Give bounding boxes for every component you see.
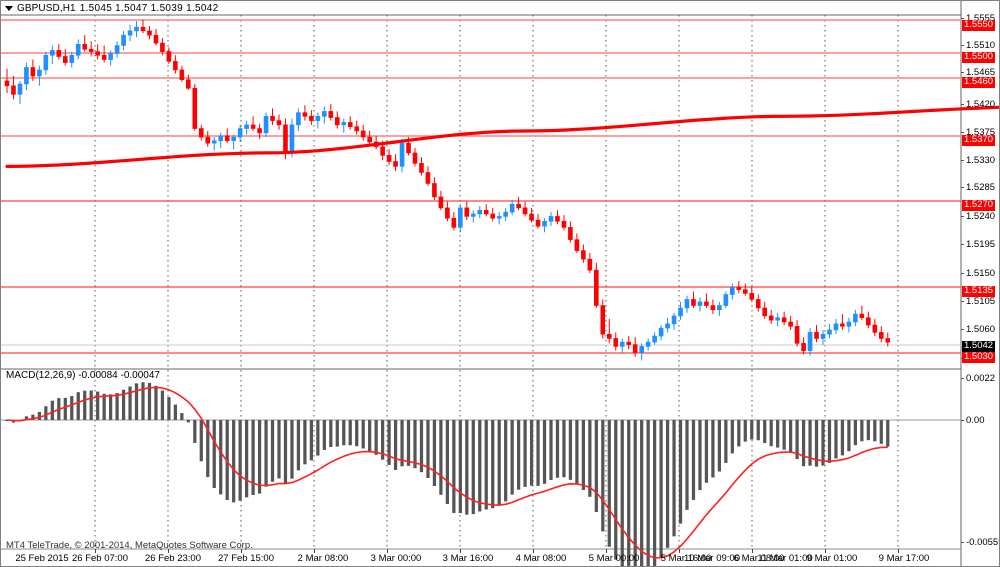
macd-signal-line xyxy=(6,386,888,559)
time-tick-mark xyxy=(679,549,680,553)
time-tick-mark xyxy=(314,549,315,553)
time-axis-label: 3 Mar 00:00 xyxy=(370,553,422,564)
time-axis-label: 25 Feb 2015 xyxy=(15,553,69,564)
time-axis-label: 26 Feb 23:00 xyxy=(145,553,201,564)
time-axis-label: 4 Mar 08:00 xyxy=(515,553,567,564)
time-tick-mark xyxy=(95,549,96,553)
caret-down-icon[interactable] xyxy=(5,5,13,11)
time-axis-label: 9 Mar 17:00 xyxy=(878,553,930,564)
time-tick-mark xyxy=(606,549,607,553)
time-axis-label: 6 Mar 08:00 xyxy=(733,553,785,564)
time-axis-label: 2 Mar 08:00 xyxy=(297,553,349,564)
time-axis-label: 5 Mar 16:00 xyxy=(660,553,712,564)
symbol-header[interactable]: GBPUSD,H1 1.5045 1.5047 1.5039 1.5042 xyxy=(5,2,218,14)
time-axis-label: 3 Mar 16:00 xyxy=(442,553,494,564)
macd-indicator-label[interactable]: MACD(12,26,9) -0.00084 -0.00047 xyxy=(6,370,160,381)
time-axis-label: 11 Mar 01:00 xyxy=(757,553,813,564)
time-tick-mark xyxy=(460,549,461,553)
time-tick-mark xyxy=(825,549,826,553)
symbol-title: GBPUSD,H1 xyxy=(17,2,76,14)
time-axis-label: 10 Mar 09:00 xyxy=(684,553,740,564)
time-axis-label: 5 Mar 00:00 xyxy=(588,553,640,564)
time-scale[interactable]: 25 Feb 2015 26 Feb 07:00 26 Feb 23:00 27 Fe… xyxy=(1,549,961,566)
time-axis-label: 26 Feb 07:00 xyxy=(72,553,128,564)
time-tick-mark xyxy=(533,549,534,553)
time-tick-mark xyxy=(168,549,169,553)
time-tick-mark xyxy=(752,549,753,553)
time-axis-label: 27 Feb 15:00 xyxy=(218,553,274,564)
time-tick-mark xyxy=(898,549,899,553)
ohlc-quotes: 1.5045 1.5047 1.5039 1.5042 xyxy=(79,2,219,14)
time-tick-mark xyxy=(241,549,242,553)
candlestick-series xyxy=(4,19,891,361)
time-axis-label: 9 Mar 01:00 xyxy=(806,553,858,564)
moving-average-line xyxy=(5,105,999,168)
time-tick-mark xyxy=(387,549,388,553)
copyright-footer: MT4 TeleTrade, © 2001-2014, MetaQuotes S… xyxy=(6,540,253,551)
macd-histogram xyxy=(5,382,890,566)
